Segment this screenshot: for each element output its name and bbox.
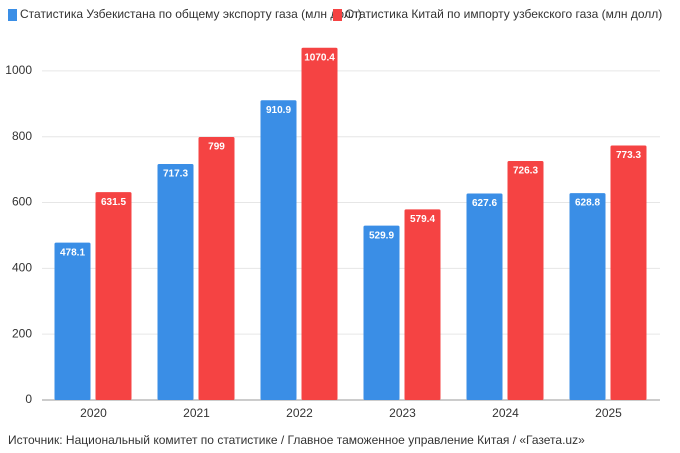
x-tick-label: 2025 — [595, 406, 622, 420]
x-tick-label: 2022 — [286, 406, 313, 420]
bar — [198, 137, 235, 400]
y-tick-label: 400 — [12, 261, 32, 275]
legend-label: Статистика Китай по импорту узбекского г… — [345, 7, 662, 21]
value-label: 910.9 — [266, 105, 291, 116]
bar — [260, 100, 297, 401]
value-label: 726.3 — [513, 166, 538, 177]
value-label: 579.4 — [410, 214, 435, 225]
legend-label: Статистика Узбекистана по общему экспорт… — [20, 7, 362, 21]
value-label: 1070.4 — [304, 52, 335, 63]
legend-marker — [333, 9, 342, 21]
bar — [363, 225, 400, 400]
value-label: 773.3 — [616, 150, 641, 161]
y-tick-label: 800 — [12, 129, 32, 143]
value-label: 628.8 — [575, 198, 600, 209]
value-label: 478.1 — [60, 247, 85, 258]
value-label: 529.9 — [369, 230, 394, 241]
x-tick-label: 2023 — [389, 406, 416, 420]
source-note: Источник: Национальный комитет по статис… — [8, 433, 585, 447]
x-tick-label: 2021 — [183, 406, 210, 420]
bar — [610, 145, 647, 400]
value-label: 627.6 — [472, 198, 497, 209]
y-tick-label: 600 — [12, 195, 32, 209]
bar — [54, 242, 91, 400]
value-label: 799 — [208, 142, 225, 153]
y-tick-label: 1000 — [5, 63, 32, 77]
value-label: 631.5 — [101, 197, 126, 208]
bar — [569, 193, 606, 400]
bar — [404, 209, 441, 400]
x-tick-label: 2020 — [80, 406, 107, 420]
bar — [157, 163, 194, 400]
bar — [466, 193, 503, 400]
legend-marker — [8, 9, 17, 21]
value-label: 717.3 — [163, 169, 188, 180]
bar — [301, 47, 338, 401]
x-tick-label: 2024 — [492, 406, 519, 420]
y-tick-label: 0 — [25, 392, 32, 406]
bar — [507, 160, 544, 400]
y-tick-label: 200 — [12, 326, 32, 340]
bar — [95, 192, 132, 400]
